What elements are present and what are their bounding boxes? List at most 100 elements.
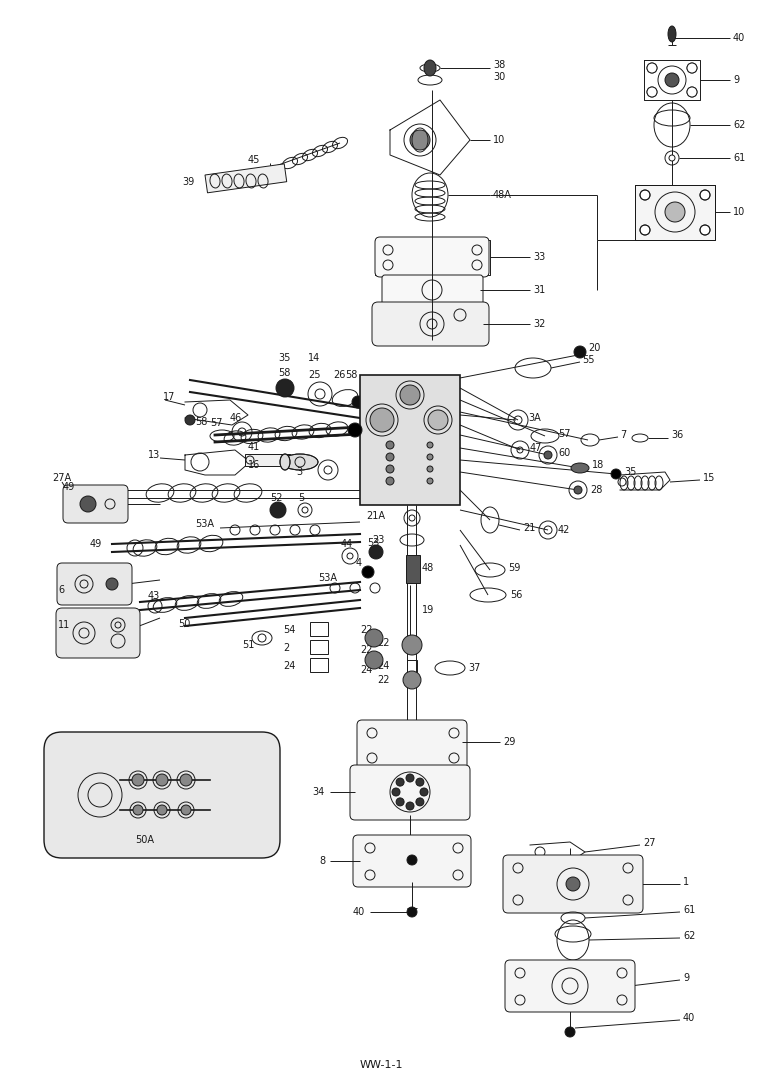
Text: 61: 61 [683,905,695,915]
FancyBboxPatch shape [372,302,489,345]
Text: 48: 48 [422,563,434,573]
Text: 25: 25 [308,370,321,380]
Circle shape [669,155,675,161]
Circle shape [365,629,383,647]
Text: 20: 20 [588,343,600,353]
Circle shape [370,408,394,432]
Text: 28: 28 [590,485,603,495]
Circle shape [406,774,414,782]
Text: 40: 40 [733,32,745,43]
Circle shape [400,384,420,405]
Bar [360,375,460,505]
Circle shape [544,451,552,459]
Circle shape [416,778,424,786]
Circle shape [407,906,417,917]
Text: 22: 22 [377,638,390,648]
Text: 30: 30 [493,71,505,82]
FancyBboxPatch shape [44,732,280,858]
Text: 24: 24 [360,665,373,675]
Text: 62: 62 [683,931,696,941]
Text: 48A: 48A [493,190,512,200]
Bar [205,164,287,193]
Text: 35: 35 [624,467,636,477]
Circle shape [156,774,168,786]
Bar [635,185,715,240]
Text: 59: 59 [508,563,520,573]
Text: 33: 33 [533,252,546,262]
Circle shape [106,578,118,590]
Circle shape [687,87,697,97]
Text: 18: 18 [592,460,604,470]
Text: 49: 49 [90,539,102,549]
Circle shape [611,469,621,479]
Text: 27: 27 [643,838,655,848]
FancyBboxPatch shape [57,563,132,605]
Text: WW-1-1: WW-1-1 [359,1060,403,1070]
Circle shape [386,465,394,473]
Text: 57: 57 [210,418,223,428]
Text: 38: 38 [493,60,505,70]
Text: 55: 55 [582,355,594,365]
Circle shape [133,805,143,815]
Text: 60: 60 [558,448,570,458]
Text: 22: 22 [360,645,373,655]
Text: 31: 31 [533,285,546,295]
Circle shape [406,803,414,810]
Circle shape [420,788,428,796]
Text: 62: 62 [733,120,745,130]
Circle shape [700,225,710,235]
Text: 19: 19 [422,605,434,615]
Text: 16: 16 [248,460,261,470]
Text: 58: 58 [345,370,357,380]
Text: 27A: 27A [52,473,71,483]
Text: 58: 58 [278,368,290,378]
Circle shape [270,503,286,518]
Text: 8: 8 [319,856,325,866]
Text: 10: 10 [493,135,505,145]
Text: 53A: 53A [195,519,214,529]
Text: 39: 39 [183,177,195,187]
Text: 41: 41 [248,442,261,452]
Text: 17: 17 [163,392,175,402]
Circle shape [665,203,685,222]
Bar [245,454,290,466]
Circle shape [427,442,433,448]
Circle shape [396,778,404,786]
Text: 3: 3 [296,467,302,477]
Bar [407,660,417,671]
Ellipse shape [282,454,318,470]
Ellipse shape [424,60,436,76]
Text: 47: 47 [530,443,543,453]
Circle shape [396,798,404,806]
Circle shape [132,774,144,786]
Circle shape [647,63,657,73]
Text: 43: 43 [148,591,160,601]
FancyBboxPatch shape [353,835,471,887]
Text: 54: 54 [283,625,296,635]
Text: 26: 26 [333,370,345,380]
Circle shape [700,190,710,200]
Text: 4: 4 [356,558,362,567]
Circle shape [362,566,374,578]
Ellipse shape [571,464,589,473]
Circle shape [640,225,650,235]
Bar [635,185,715,240]
Bar [310,622,328,636]
FancyBboxPatch shape [382,275,483,306]
FancyBboxPatch shape [503,854,643,913]
Text: 50A: 50A [136,835,155,845]
Text: 10: 10 [733,207,745,217]
Text: 23: 23 [373,535,385,545]
Circle shape [302,507,308,513]
Text: 56: 56 [510,590,523,600]
Text: 21A: 21A [366,511,385,521]
Text: 57: 57 [558,429,571,439]
Circle shape [348,423,362,438]
Text: 35: 35 [278,353,290,363]
Circle shape [386,453,394,461]
FancyBboxPatch shape [56,608,140,658]
Text: 9: 9 [683,973,689,983]
Text: 37: 37 [468,663,480,673]
Text: 36: 36 [671,430,684,440]
Text: 40: 40 [353,906,365,917]
